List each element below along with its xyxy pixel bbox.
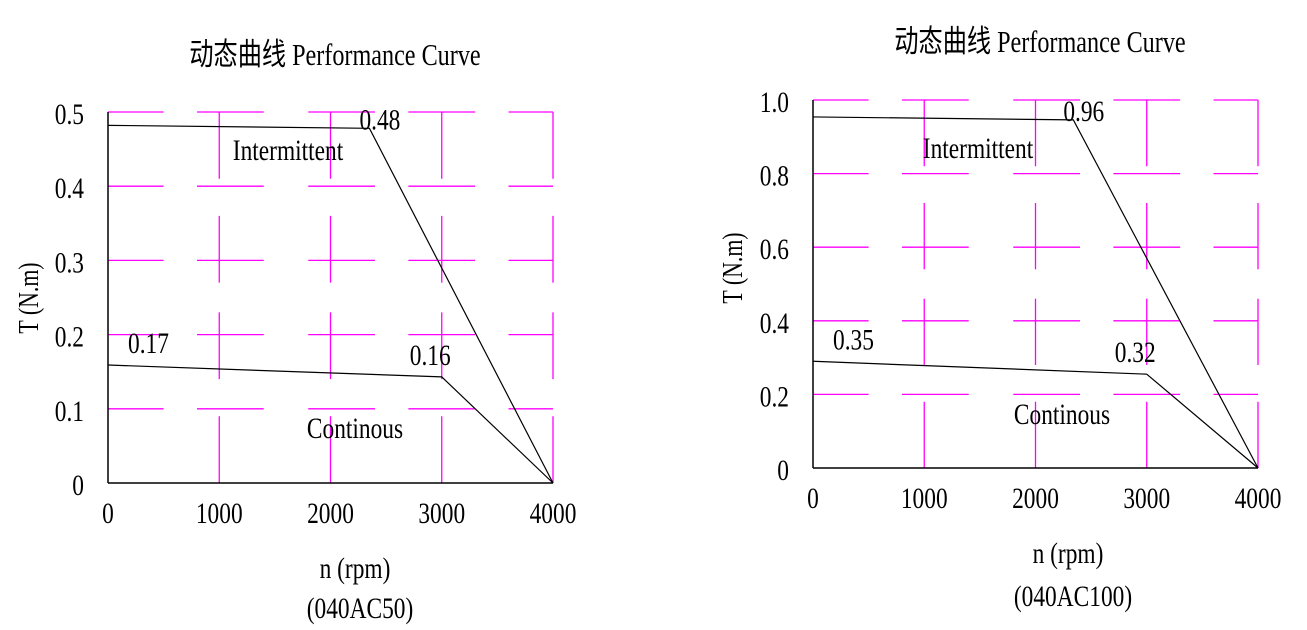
y-tick-label: 0.1 [55, 394, 84, 427]
y-axis-label: T (N.m) [719, 232, 749, 303]
x-tick-label: 3000 [418, 496, 465, 529]
x-tick-label: 1000 [901, 481, 948, 514]
y-tick-label: 0.8 [760, 159, 789, 192]
x-tick-label: 2000 [307, 496, 354, 529]
y-tick-label: 1.0 [760, 85, 789, 118]
x-tick-label: 1000 [196, 496, 243, 529]
y-tick-label: 0.3 [55, 246, 84, 279]
x-tick-label: 0 [807, 481, 819, 514]
x-tick-label: 4000 [1235, 481, 1282, 514]
series-label: Intermittent [923, 131, 1034, 164]
x-tick-label: 3000 [1123, 481, 1170, 514]
x-tick-label: 0 [102, 496, 114, 529]
y-tick-label: 0.5 [55, 97, 84, 130]
data-label: 0.96 [1063, 94, 1104, 127]
chart-1: Intermittent Continous 0.48 0.17 0.16 0 0.1 0.2… [15, 38, 577, 624]
x-tick-label: 2000 [1012, 481, 1059, 514]
y-tick-label: 0.4 [55, 171, 85, 204]
series-label: Continous [307, 411, 403, 444]
data-label: 0.35 [833, 323, 874, 356]
series-line-intermittent [812, 116, 1259, 469]
series-label: Continous [1014, 397, 1110, 430]
chart-title: 动态曲线 Performance Curve [894, 25, 1185, 60]
model-caption: (040AC100) [1014, 579, 1132, 612]
series-line-intermittent [107, 124, 554, 484]
y-tick-label: 0 [72, 468, 84, 501]
chart-title: 动态曲线 Performance Curve [189, 38, 480, 73]
chart-2: Intermittent Continous 0.96 0.35 0.32 0 0.2 0.4… [719, 25, 1282, 612]
data-label: 0.16 [410, 338, 451, 371]
model-caption: (040AC50) [307, 591, 414, 624]
series-line-continous [107, 364, 554, 484]
series-line-continous [812, 360, 1259, 469]
y-tick-label: 0.6 [760, 232, 789, 265]
series-label: Intermittent [233, 133, 344, 166]
y-tick-label: 0.4 [760, 306, 790, 339]
data-label: 0.17 [128, 326, 169, 359]
data-label: 0.32 [1115, 335, 1156, 368]
x-tick-label: 4000 [530, 496, 577, 529]
x-axis-label: n (rpm) [1033, 536, 1104, 569]
y-axis-label: T (N.m) [15, 262, 45, 333]
data-label: 0.48 [359, 103, 400, 136]
x-axis-label: n (rpm) [320, 551, 391, 584]
y-tick-label: 0.2 [55, 320, 84, 353]
y-tick-label: 0.2 [760, 380, 789, 413]
y-tick-label: 0 [777, 453, 789, 486]
